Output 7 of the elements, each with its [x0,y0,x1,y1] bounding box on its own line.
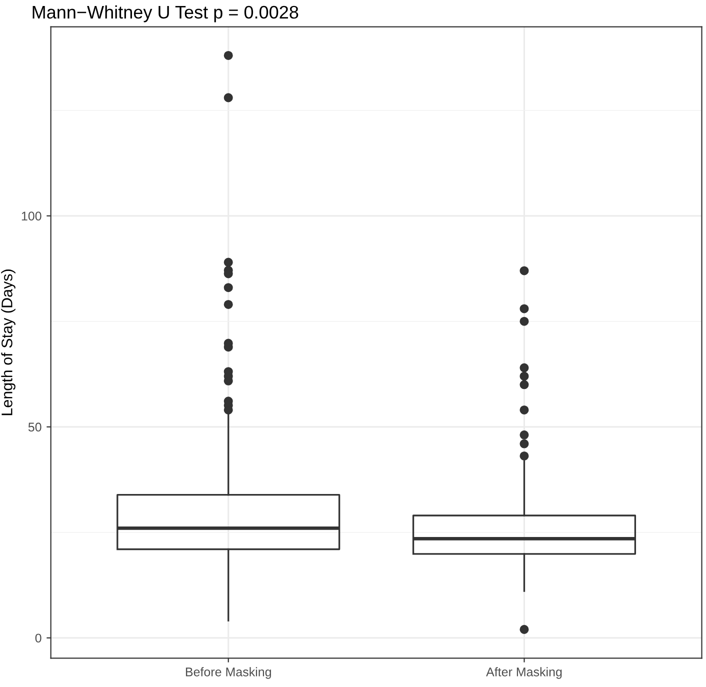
y-tick-label: 0 [35,634,42,643]
y-axis-title: Length of Stay (Days) [1,270,16,416]
chart-title: Mann−Whitney U Test p = 0.0028 [32,5,298,22]
y-tick-label: 50 [28,422,42,432]
x-tick-label: After Masking [486,667,562,679]
y-tick-label: 100 [22,212,42,221]
x-tick-label: Before Masking [186,667,271,679]
